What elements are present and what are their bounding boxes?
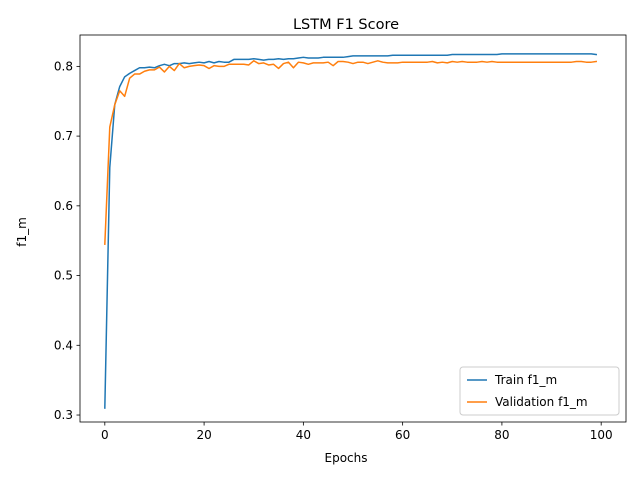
y-tick-label: 0.5 bbox=[54, 269, 73, 283]
x-tick-label: 20 bbox=[196, 428, 211, 442]
axes-frame bbox=[79, 34, 627, 423]
y-tick-label: 0.3 bbox=[54, 408, 73, 422]
series-line-validation bbox=[104, 60, 598, 245]
series-line-train bbox=[104, 53, 598, 409]
y-tick-label: 0.6 bbox=[54, 199, 73, 213]
x-axis-title: Epochs bbox=[325, 451, 368, 465]
x-tick-label: 40 bbox=[296, 428, 311, 442]
plot-area bbox=[80, 35, 626, 422]
chart-title: LSTM F1 Score bbox=[293, 17, 399, 33]
series-layer bbox=[104, 53, 598, 409]
legend-label: Train f1_m bbox=[494, 373, 557, 387]
y-tick-label: 0.7 bbox=[54, 129, 73, 143]
x-tick-label: 80 bbox=[494, 428, 509, 442]
y-tick-label: 0.4 bbox=[54, 338, 73, 352]
y-axis-title: f1_m bbox=[15, 217, 29, 247]
legend: Train f1_m Validation f1_m bbox=[459, 366, 620, 416]
legend-box bbox=[459, 366, 620, 416]
y-tick-label: 0.8 bbox=[54, 59, 73, 73]
x-tick-label: 60 bbox=[395, 428, 410, 442]
x-tick-label: 0 bbox=[101, 428, 109, 442]
x-tick-label: 100 bbox=[590, 428, 613, 442]
plot-background bbox=[80, 35, 626, 422]
legend-label: Validation f1_m bbox=[495, 395, 588, 409]
axes-layer: 0 20 40 60 80 100 0.3 0.4 0.5 0.6 0.7 0.8 bbox=[54, 34, 627, 442]
